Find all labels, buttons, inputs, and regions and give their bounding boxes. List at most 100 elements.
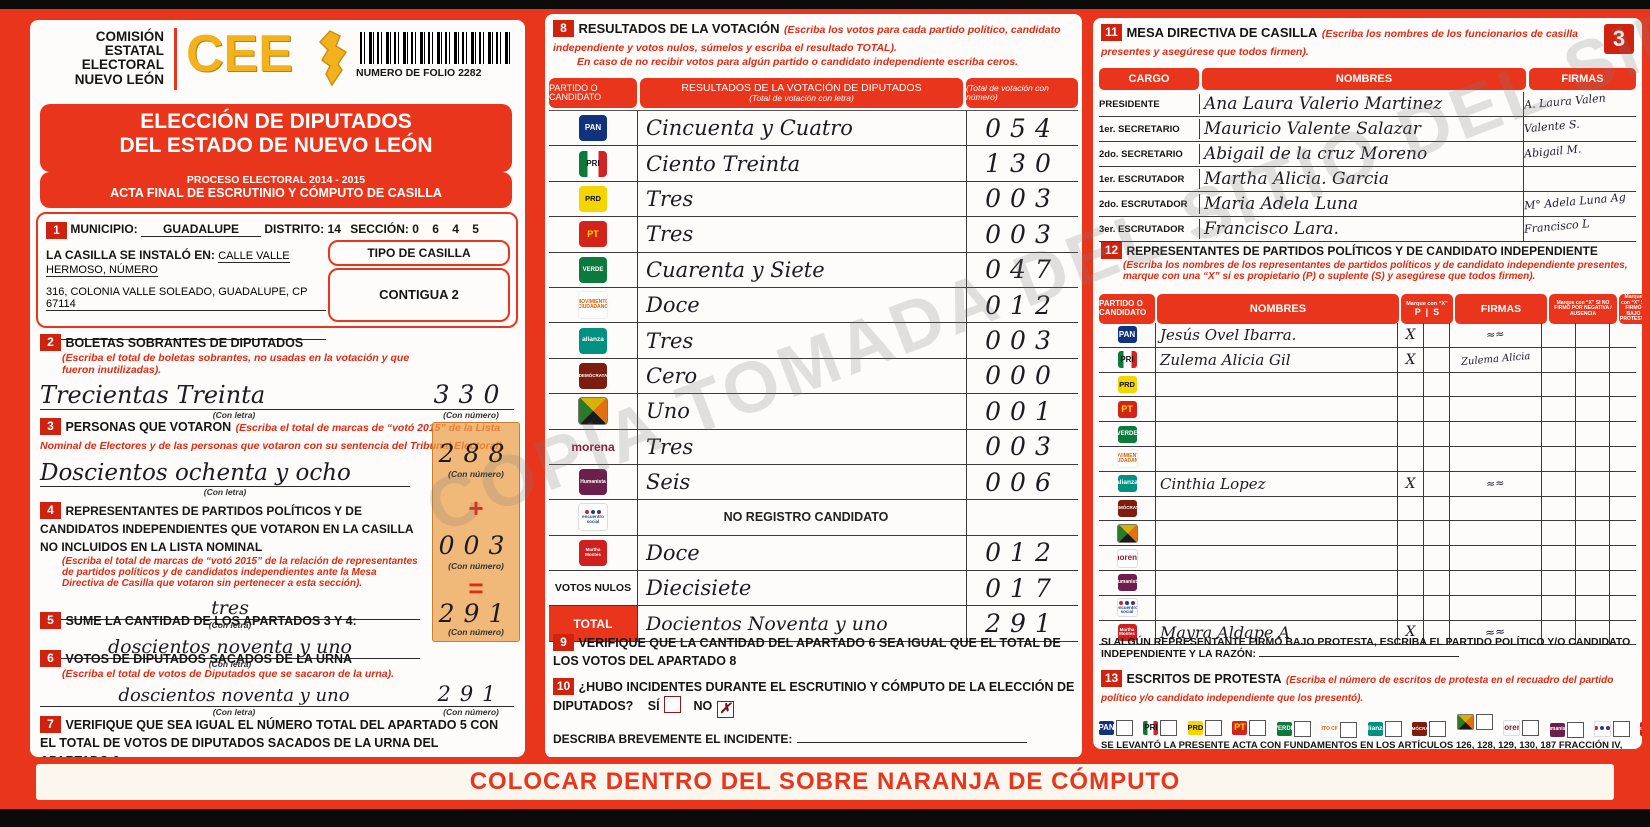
con-numero-caption: (Con número) (443, 410, 499, 420)
section-4-note: (Escriba el total de marcas de “votó 201… (62, 556, 418, 589)
verde-logo-icon: VERDE (1117, 425, 1137, 443)
mesa-row: 3er. ESCRUTADOR Francisco Lara. Francisc… (1099, 217, 1636, 242)
morena-logo-icon: morena (571, 439, 615, 454)
personas-numero: 288 (438, 439, 514, 468)
results-table: PAN Cincuenta y Cuatro 054 PRI Ciento Tr… (549, 110, 1078, 642)
protesta-cell (1609, 620, 1636, 645)
votes-letra: Tres (637, 429, 966, 464)
tipo-casilla-value: CONTIGUA 2 (379, 287, 459, 302)
rep-nombre-empty (1155, 521, 1397, 546)
title-line-2: DEL ESTADO DE NUEVO LEÓN (119, 134, 433, 157)
legal-text: SE LEVANTÓ LA PRESENTE ACTA CON FUNDAMEN… (1101, 740, 1623, 749)
mesa-directiva-table: CARGO NOMBRES FIRMAS PRESIDENTE Ana Laur… (1099, 68, 1636, 242)
s-mark (1423, 620, 1449, 645)
result-row-cruzada: Uno 001 (549, 394, 1078, 430)
protesta-logo-row: PAN PRI PRD PT VERDE MOVIMIENTO CIUDADAN… (1099, 714, 1642, 738)
barcode (360, 32, 510, 64)
rep-row-morena: morena (1099, 546, 1636, 571)
cargo-label: PRESIDENTE (1099, 98, 1160, 110)
funcionario-nombre: Francisco Lara. (1199, 219, 1523, 239)
funcionario-nombre: Martha Alicia. Garcia (1199, 169, 1523, 189)
section-2-badge: 2 (40, 334, 61, 351)
org-name: COMISIÓN ESTATAL ELECTORAL NUEVO LEÓN (44, 29, 164, 87)
result-row-nueva-alianza: alianza Tres 003 (549, 323, 1078, 359)
banner-text: COLOCAR DENTRO DEL SOBRE NARANJA DE CÓMP… (36, 764, 1614, 800)
acta-line: ACTA FINAL DE ESCRUTINIO Y CÓMPUTO DE CA… (110, 186, 442, 200)
section-10-incidentes: 10 ¿HUBO INCIDENTES DURANTE EL ESCRUTINI… (553, 678, 1075, 758)
protesta-count-box (1293, 721, 1311, 737)
title-line-1: ELECCIÓN DE DIPUTADOS (140, 110, 412, 133)
votes-numero: 003 (985, 326, 1060, 356)
funcionario-nombre: Ana Laura Valerio Martinez (1199, 94, 1523, 114)
martha-montes-logo-icon: Martha Montes (579, 539, 607, 566)
votes-numero: 017 (985, 573, 1060, 603)
firma: A. Laura Valen (1523, 91, 1607, 112)
section-4-title: REPRESENTANTES DE PARTIDOS POLÍTICOS Y D… (40, 504, 414, 554)
protesta-cell (1609, 323, 1636, 347)
rep-row-humanista: Humanista (1099, 570, 1636, 596)
firmas-header: FIRMAS (1455, 294, 1547, 324)
p-mark: X (1397, 323, 1423, 347)
section-11-header: 11 MESA DIRECTIVA DE CASILLA (Escriba lo… (1101, 24, 1601, 60)
section-5-badge: 5 (40, 612, 61, 629)
prd-logo-icon: PRD (1187, 720, 1203, 735)
con-numero-caption: (Con número) (448, 627, 504, 637)
mesa-row: 1er. ESCRUTADOR Martha Alicia. Garcia (1099, 167, 1636, 192)
col-resultados-header: RESULTADOS DE LA VOTACIÓN DE DIPUTADOS (… (640, 78, 963, 108)
ausencia-cell (1575, 347, 1609, 372)
suma-letra: doscientos noventa y uno (108, 636, 352, 658)
votes-numero: 291 (985, 609, 1060, 639)
section-8-badge: 8 (553, 20, 574, 37)
protesta-count-box (1612, 720, 1630, 737)
morena-logo-icon: morena (1116, 548, 1138, 568)
con-numero-caption: (Con número) (448, 469, 504, 479)
rep-row-pt: PT (1099, 397, 1636, 423)
negativa-cell (1541, 347, 1575, 372)
votes-letra: Cuarenta y Siete (637, 252, 966, 287)
rep-row-cruzada (1099, 521, 1636, 547)
protesta-count-box (1204, 719, 1222, 736)
cruzada-ciudadana-logo-icon (1456, 714, 1474, 730)
org-line: NUEVO LEÓN (74, 71, 164, 87)
votes-letra: Tres (637, 181, 966, 217)
section-11-title: MESA DIRECTIVA DE CASILLA (1126, 25, 1318, 40)
suma-numero: 291 (438, 599, 514, 628)
votes-numero: 012 (985, 290, 1060, 320)
section-11-note: (Escriba los nombres de los funcionarios… (1101, 28, 1578, 58)
morena-logo-icon: morena (1503, 720, 1521, 736)
funcionario-nombre: Abigail de la cruz Moreno (1199, 144, 1523, 164)
encuentro-social-logo-icon: encuentro social (578, 503, 608, 532)
folio-number: NUMERO DE FOLIO 2282 (356, 67, 482, 79)
section-8-title: RESULTADOS DE LA VOTACIÓN (578, 21, 780, 36)
cargo-header: CARGO (1099, 68, 1199, 90)
pan-logo-icon: PAN (1099, 721, 1114, 735)
firmas-header: FIRMAS (1529, 68, 1636, 90)
firma: Abigail M. (1523, 142, 1582, 161)
votes-numero: 003 (985, 219, 1060, 249)
s-mark (1423, 347, 1449, 372)
boletas-letra: Trecientas Treinta (40, 381, 266, 409)
nuevo-leon-map-icon (316, 30, 350, 91)
result-row-pt: PT Tres 003 (549, 217, 1078, 253)
tipo-casilla-label: TIPO DE CASILLA (367, 246, 471, 260)
section-2-title: BOLETAS SOBRANTES DE DIPUTADOS (65, 336, 304, 350)
section-6-badge: 6 (40, 650, 61, 667)
bajo-protesta-header: Marque con “X” SI FIRMÓ BAJO PROTESTA (1619, 294, 1642, 324)
votes-numero: 003 (985, 432, 1060, 462)
no-registro-text: NO REGISTRO CANDIDATO (637, 500, 966, 535)
section-13-badge: 13 (1101, 670, 1122, 687)
urna-numero: 291 (437, 682, 505, 706)
rep-nombre-empty (1155, 372, 1397, 397)
protesta-cell (1609, 347, 1636, 372)
plus-sign: + (468, 493, 484, 523)
con-numero-caption: (Con número) (448, 561, 504, 571)
nueva-alianza-logo-icon: alianza (1367, 722, 1383, 737)
protesta-count-box (1475, 714, 1493, 730)
section-6-title: VOTOS DE DIPUTADOS SACADOS DE LA URNA (65, 652, 353, 666)
votes-numero: 130 (985, 149, 1060, 179)
section-7-title: VERIFIQUE QUE SEA IGUAL EL NÚMERO TOTAL … (40, 718, 499, 757)
protesta-count-box (1160, 720, 1178, 736)
section-1-casilla: 1 MUNICIPIO: GUADALUPE DISTRITO: 14 SECC… (36, 212, 518, 340)
con-letra-caption: (Con letra) (212, 410, 256, 420)
votes-letra: Docientos Noventa y uno (637, 606, 966, 641)
